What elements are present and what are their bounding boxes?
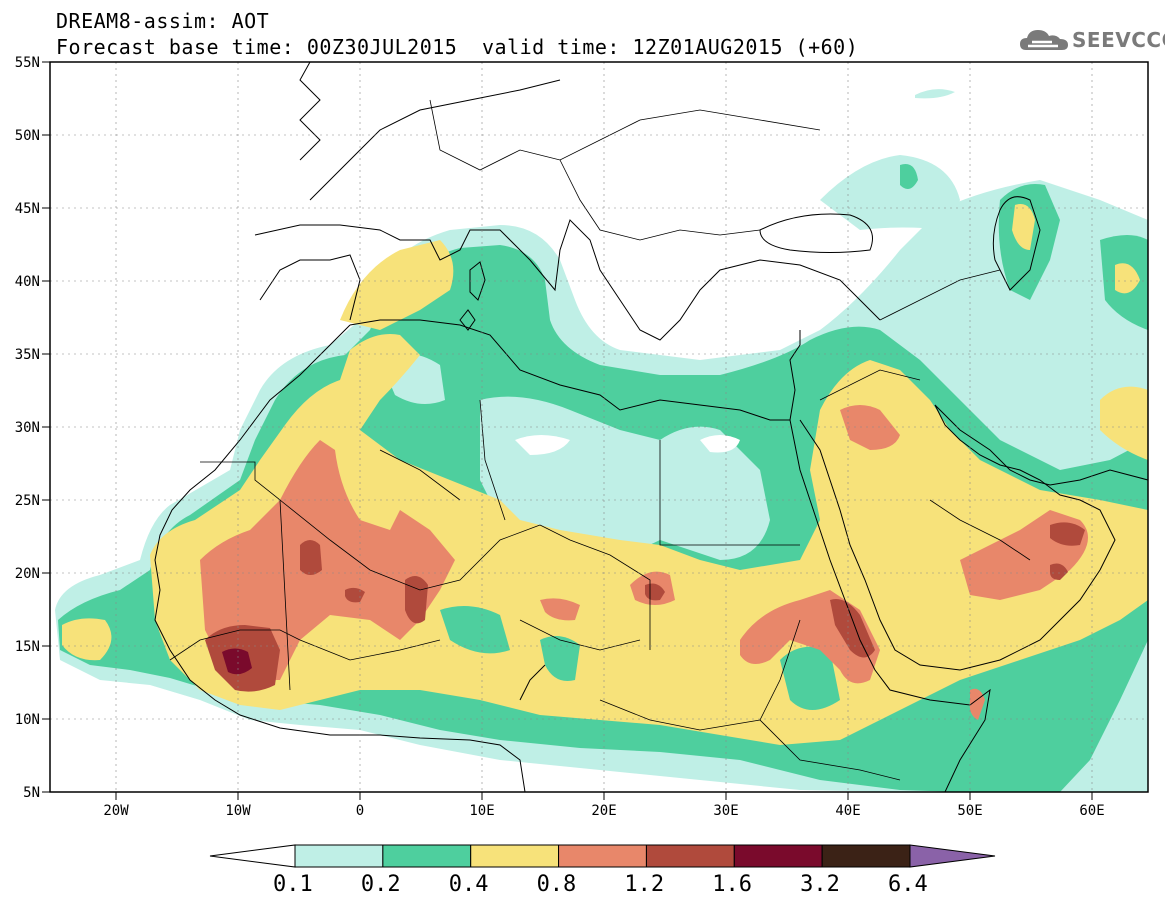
- lat-label: 25N: [15, 493, 40, 509]
- lat-label: 10N: [15, 712, 40, 728]
- lon-label: 10E: [469, 803, 494, 819]
- coastlines: [154, 62, 1148, 792]
- aot-gap-white3: [700, 435, 740, 453]
- aot-level-0.1-blob: [915, 89, 955, 99]
- colorbar-level-label: 3.2: [800, 872, 840, 897]
- lat-label: 30N: [15, 420, 40, 436]
- lat-label: 45N: [15, 201, 40, 217]
- aot-hole-green3: [540, 636, 580, 681]
- lat-label: 50N: [15, 128, 40, 144]
- lon-label: 10W: [225, 803, 251, 819]
- lat-label: 20N: [15, 566, 40, 582]
- lat-label: 5N: [23, 785, 40, 801]
- lat-labels: 55N 50N 45N 40N 35N 30N 25N 20N 15N 10N …: [15, 55, 40, 801]
- aot-level-1.2-oman: [1050, 522, 1085, 546]
- lon-label: 30E: [713, 803, 738, 819]
- aot-level-1.2-mali: [300, 540, 322, 575]
- aot-level-0.8: [200, 440, 455, 680]
- lat-label: 55N: [15, 55, 40, 71]
- colorbar-level-label: 0.4: [448, 872, 489, 897]
- gridlines: [50, 62, 1148, 792]
- lat-label: 15N: [15, 639, 40, 655]
- lon-label: 40E: [835, 803, 860, 819]
- colorbar-box: [382, 844, 472, 868]
- aot-level-1.6: [222, 648, 252, 675]
- aot-level-0.4-iberia: [340, 240, 454, 330]
- aot-hole-green2: [780, 646, 840, 710]
- aot-level-1.2-eritrea: [830, 599, 875, 658]
- colorbar-level-label: 0.2: [360, 872, 401, 897]
- lat-label: 35N: [15, 347, 40, 363]
- valid-time: valid time: 12Z01AUG2015 (+60): [482, 35, 859, 59]
- colorbar-box: [733, 844, 823, 868]
- colorbar-box: [470, 844, 560, 868]
- aot-level-0.8-chad: [540, 598, 580, 621]
- aot-level-0.4-east2: [1100, 386, 1148, 460]
- colorbar-level-label: 0.1: [273, 872, 313, 897]
- colorbar-box: [558, 844, 647, 868]
- aot-level-0.8-saudi: [840, 405, 900, 450]
- logo-text: SEEVCCC: [1072, 28, 1165, 52]
- aot-level-0.1-north: [820, 155, 960, 230]
- seevccc-logo: SEEVCCC: [1018, 24, 1165, 56]
- lon-labels: 20W 10W 0 10E 20E 30E 40E 50E 60E: [103, 803, 1104, 819]
- aot-level-1.2-niger: [405, 576, 428, 624]
- tick-marks: [42, 61, 1093, 800]
- colorbar-level-label: 1.6: [712, 872, 753, 897]
- colorbar-level-label: 0.8: [536, 872, 577, 897]
- colorbar: [209, 844, 996, 868]
- cloud-icon: [1020, 30, 1068, 50]
- forecast-base-time: Forecast base time: 00Z30JUL2015: [56, 35, 458, 59]
- colorbar-max-triangle: [909, 844, 996, 868]
- aot-hole-green: [440, 606, 510, 654]
- aot-level-0.2-blob2: [900, 164, 918, 189]
- country-borders: [169, 99, 1031, 781]
- aot-level-0.4-east: [1115, 263, 1140, 294]
- lon-label: 50E: [957, 803, 982, 819]
- aot-gap-white: [515, 435, 570, 455]
- aot-field: [55, 89, 1148, 792]
- aot-level-0.4-west: [62, 618, 112, 661]
- lon-label: 0: [356, 803, 364, 819]
- colorbar-box: [645, 844, 735, 868]
- aot-level-1.2-yemen: [1050, 563, 1068, 580]
- lon-label: 20W: [103, 803, 129, 819]
- colorbar-level-label: 6.4: [888, 872, 928, 897]
- map-title: DREAM8-assim: AOT: [56, 9, 270, 33]
- colorbar-min-triangle: [209, 844, 296, 868]
- colorbar-level-label: 1.2: [624, 872, 665, 897]
- colorbar-box: [821, 844, 911, 868]
- aot-level-0.4-caspian: [1012, 204, 1035, 250]
- lon-label: 20E: [591, 803, 616, 819]
- colorbar-box: [294, 844, 384, 868]
- lat-label: 40N: [15, 274, 40, 290]
- lon-label: 60E: [1079, 803, 1104, 819]
